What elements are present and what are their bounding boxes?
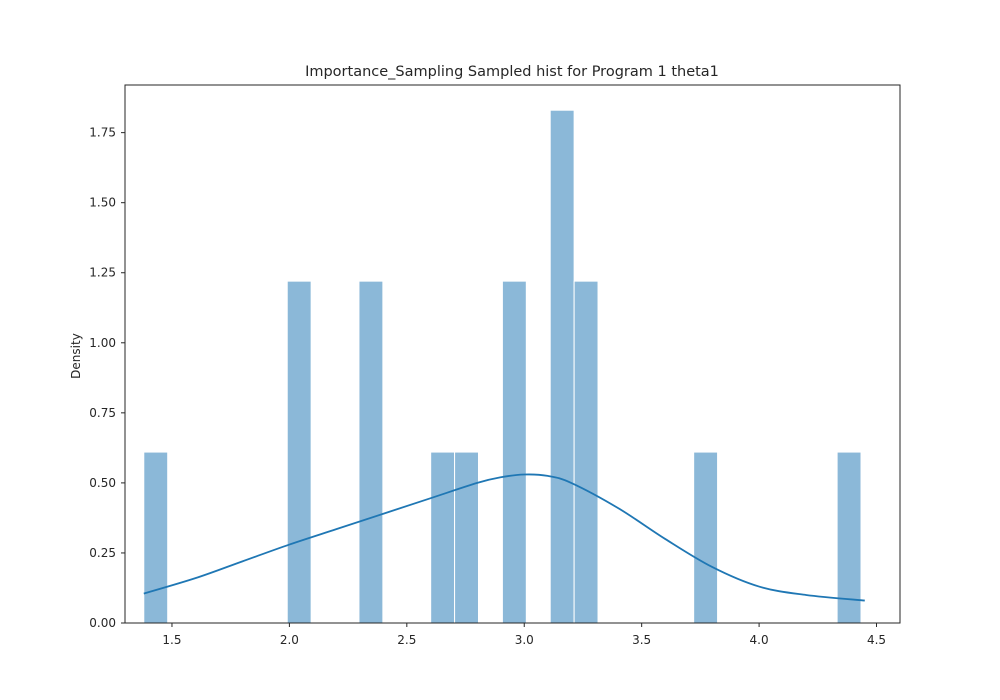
x-tick-label: 2.0 (280, 633, 299, 647)
x-tick-label: 2.5 (397, 633, 416, 647)
histogram-bar (549, 109, 575, 624)
y-tick-label: 1.00 (89, 336, 116, 350)
y-tick-label: 1.25 (89, 266, 116, 280)
y-tick-label: 0.00 (89, 616, 116, 630)
y-tick-label: 0.75 (89, 406, 116, 420)
y-tick-label: 1.75 (89, 126, 116, 140)
x-tick-label: 4.0 (750, 633, 769, 647)
histogram-bar (286, 280, 312, 624)
histogram-bar (358, 280, 384, 624)
y-tick-label: 0.50 (89, 476, 116, 490)
histogram-bar (836, 451, 862, 624)
histogram-bar (573, 280, 599, 624)
y-axis-label: Density (69, 333, 83, 379)
histogram-bar (454, 451, 479, 624)
kde-curve-group (143, 473, 865, 602)
x-tick-label: 3.5 (632, 633, 651, 647)
x-tick-label: 4.5 (867, 633, 886, 647)
plot-area-frame (124, 84, 901, 624)
histogram-bars (143, 109, 862, 624)
x-tick-label: 3.0 (515, 633, 534, 647)
y-axis-ticks: 0.00 0.25 0.50 0.75 1.00 1.25 1.50 1.75 (89, 126, 125, 630)
x-tick-label: 1.5 (162, 633, 181, 647)
kde-curve (143, 473, 865, 602)
x-axis-ticks: 1.5 2.0 2.5 3.0 3.5 4.0 4.5 (162, 623, 886, 647)
histogram-bar (430, 451, 456, 624)
histogram-bar (693, 451, 719, 624)
histogram-bar (143, 451, 169, 624)
chart-title: Importance_Sampling Sampled hist for Pro… (305, 64, 719, 80)
y-tick-label: 0.25 (89, 546, 116, 560)
histogram-bar (501, 280, 527, 624)
y-tick-label: 1.50 (89, 196, 116, 210)
